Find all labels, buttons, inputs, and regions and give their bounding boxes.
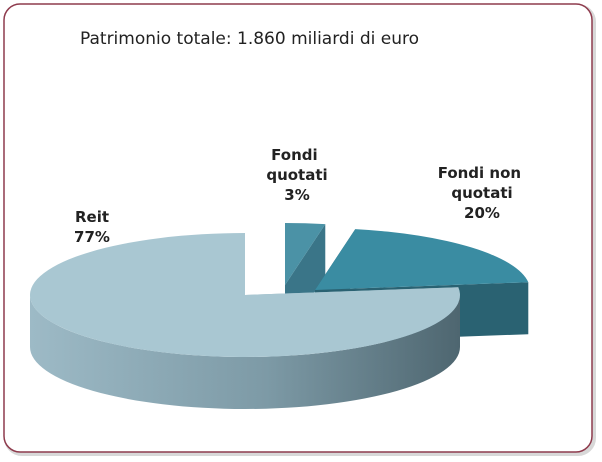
slice-label: Fondi non quotati 20% [438, 164, 527, 222]
chart-title: Patrimonio totale: 1.860 miliardi di eur… [80, 29, 419, 49]
slice-label: Fondi quotati 3% [266, 146, 327, 204]
slice-value: 20% [464, 204, 500, 222]
labels: Reit 77% Fondi quotati 3% Fondi non quotati 2… [74, 146, 526, 246]
slice [29, 233, 460, 357]
slice-name: Fondi non quotati [438, 164, 527, 202]
slice [315, 229, 529, 290]
slice-label: Reit 77% [74, 208, 110, 246]
slice-name: Reit [75, 208, 109, 226]
slice-name: Fondi quotati [266, 146, 327, 184]
slice [285, 223, 326, 285]
slice-side [30, 295, 460, 409]
slice-value: 3% [284, 186, 309, 204]
pie [29, 223, 529, 409]
slice-value: 77% [74, 228, 110, 246]
